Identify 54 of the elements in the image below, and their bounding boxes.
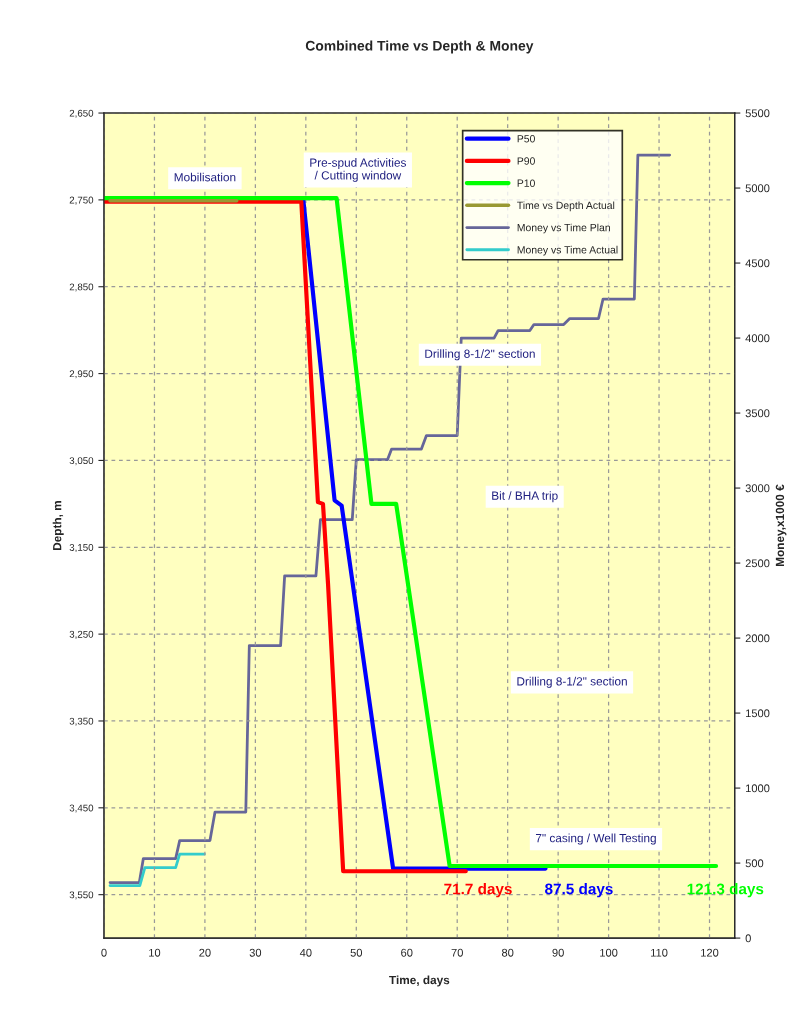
legend-label: P50 — [517, 135, 535, 143]
annotation: Mobilisation — [174, 172, 236, 182]
x-tick-label: 30 — [249, 948, 262, 957]
y-tick-label: 2,650 — [69, 109, 94, 118]
y2-tick-label: 5000 — [745, 184, 770, 193]
x-tick-label: 40 — [299, 948, 312, 957]
x-tick-label: 100 — [600, 948, 618, 957]
annotation: Pre-spud Activities / Cutting window — [310, 158, 406, 182]
y-axis-title: Depth, m — [52, 501, 64, 551]
y2-tick-label: 3000 — [745, 484, 770, 493]
x-tick-label: 20 — [199, 948, 211, 957]
y-tick-label: 3,350 — [69, 717, 94, 726]
y-tick-label: 3,450 — [69, 804, 94, 813]
y-tick-label: 2,850 — [69, 283, 94, 292]
x-tick-label: 80 — [501, 948, 514, 957]
x-tick-label: 70 — [451, 948, 463, 957]
y2-tick-label: 4000 — [745, 334, 770, 343]
y-tick-label: 3,250 — [69, 630, 94, 639]
y-tick-label: 2,750 — [69, 196, 94, 205]
legend-label: P10 — [517, 179, 535, 187]
annotation: 71.7 days — [444, 883, 512, 898]
x-tick-label: 110 — [651, 948, 668, 957]
x-tick-label: 90 — [552, 948, 564, 957]
y2-tick-label: 1500 — [746, 709, 770, 718]
y2-tick-label: 3500 — [745, 409, 770, 418]
annotation: 7" casing / Well Testing — [535, 833, 656, 845]
annotation: Drilling 8-1/2" section — [425, 349, 535, 361]
y2-tick-label: 2500 — [745, 559, 770, 568]
legend-label: Money vs Time Plan — [517, 223, 610, 234]
y-tick-label: 3,550 — [69, 891, 94, 900]
x-tick-label: 0 — [101, 948, 107, 957]
x-tick-label: 120 — [701, 948, 719, 957]
y-tick-label: 2,950 — [69, 370, 94, 379]
y2-axis-title: Money,x1000 € — [775, 484, 787, 567]
y-tick-label: 3,150 — [69, 544, 94, 553]
chart-title: Combined Time vs Depth & Money — [305, 40, 534, 54]
x-axis-title: Time, days — [389, 975, 450, 987]
y2-tick-label: 2000 — [745, 634, 770, 643]
annotation: Bit / BHA trip — [492, 491, 558, 503]
annotation: Drilling 8-1/2" section — [517, 676, 627, 688]
x-tick-label: 60 — [401, 948, 413, 957]
line-series — [108, 153, 672, 884]
legend-label: P90 — [517, 157, 535, 165]
y2-tick-label: 500 — [745, 859, 764, 868]
legend-label: Time vs Depth Actual — [517, 201, 615, 212]
legend-label: Money vs Time Actual — [517, 245, 618, 256]
y2-tick-label: 0 — [745, 934, 751, 943]
y2-tick-label: 5500 — [745, 109, 770, 118]
y2-tick-label: 1000 — [746, 784, 770, 793]
annotation: 87.5 days — [545, 883, 613, 898]
x-tick-label: 50 — [350, 948, 363, 957]
y2-tick-label: 4500 — [745, 259, 770, 268]
x-tick-label: 10 — [149, 948, 161, 957]
y-tick-label: 3,050 — [69, 457, 94, 466]
